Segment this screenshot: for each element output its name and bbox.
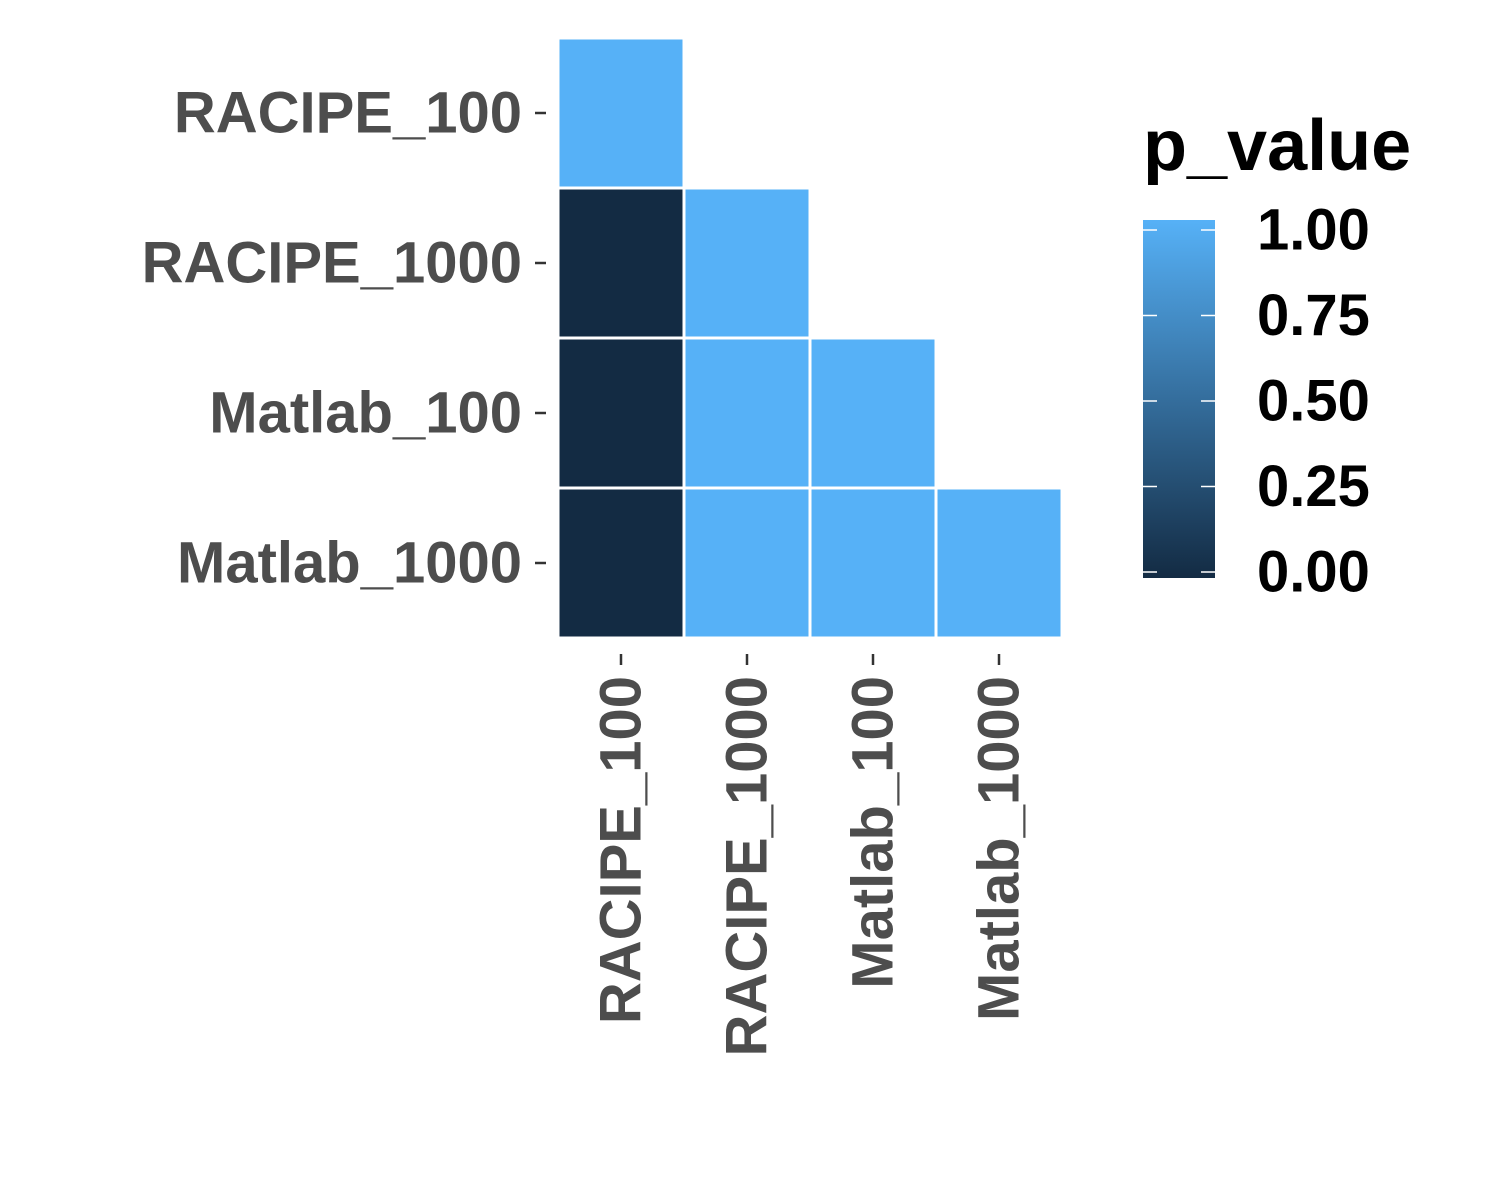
x-tick-label: RACIPE_100 bbox=[589, 676, 654, 1024]
x-tick-label: Matlab_1000 bbox=[967, 676, 1032, 1021]
legend-tick-label: 0.00 bbox=[1257, 540, 1370, 605]
heatmap-cell bbox=[685, 189, 809, 337]
heatmap-cell bbox=[685, 339, 809, 487]
heatmap-cell bbox=[685, 489, 809, 637]
legend-ticks: 0.00 0.25 0.50 0.75 1.00 bbox=[1143, 198, 1370, 605]
x-tick-label: Matlab_100 bbox=[841, 676, 906, 989]
heatmap-cell bbox=[559, 339, 683, 487]
y-tick-label: Matlab_100 bbox=[209, 381, 522, 446]
heatmap-cell bbox=[559, 189, 683, 337]
x-axis: RACIPE_100 RACIPE_1000 Matlab_100 Matlab_10… bbox=[589, 654, 1032, 1056]
x-tick-label: RACIPE_1000 bbox=[715, 676, 780, 1056]
legend-tick-label: 0.25 bbox=[1257, 454, 1370, 519]
legend-tick-label: 0.50 bbox=[1257, 369, 1370, 434]
heatmap-cell bbox=[559, 489, 683, 637]
heatmap-cell bbox=[811, 489, 935, 637]
legend-colorbar bbox=[1143, 220, 1215, 578]
legend-tick-label: 0.75 bbox=[1257, 283, 1370, 348]
heatmap-cell bbox=[937, 489, 1061, 637]
legend-tick-label: 1.00 bbox=[1257, 198, 1370, 263]
heatmap-cell bbox=[811, 339, 935, 487]
y-tick-label: Matlab_1000 bbox=[177, 531, 522, 596]
y-axis: RACIPE_100 RACIPE_1000 Matlab_100 Matlab_10… bbox=[142, 81, 546, 596]
color-legend: p_value 0.00 0.25 0.50 0.75 1.00 bbox=[1143, 106, 1411, 605]
heatmap-cell bbox=[559, 39, 683, 187]
y-tick-label: RACIPE_100 bbox=[174, 81, 522, 146]
legend-title: p_value bbox=[1143, 106, 1411, 186]
y-tick-label: RACIPE_1000 bbox=[142, 231, 522, 296]
heatmap-cells bbox=[559, 39, 1061, 637]
